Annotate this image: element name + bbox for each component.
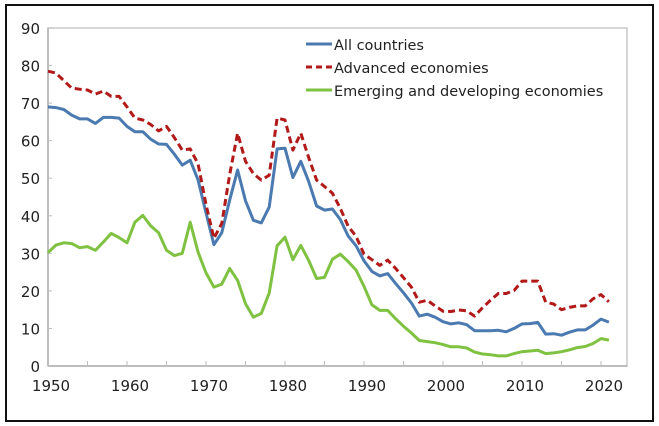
x-tick-label: 1990 [348,377,386,395]
x-tick-label: 1960 [111,377,149,395]
series-line-all-countries [47,105,610,337]
y-tick-label: 20 [21,283,40,301]
y-tick-label: 80 [21,58,40,76]
legend-label-all-countries: All countries [334,38,424,54]
axes: 0 10 20 30 40 50 60 70 80 90 1950 1960 1970 1980 1990 2… [21,20,628,395]
x-tick-label: 2000 [427,377,465,395]
x-tick-label: 2010 [506,377,544,395]
y-tick-label: 90 [21,20,40,38]
plot-area-border [47,27,628,367]
series-line-emerging-and-developing-economies [46,213,610,358]
series-line-advanced-economies [47,69,610,318]
x-tick-label: 1970 [190,377,228,395]
y-tick-label: 30 [21,245,40,263]
x-tick-label: 1950 [32,377,70,395]
y-tick-label: 70 [21,95,40,113]
x-tick-label: 1980 [269,377,307,395]
legend-label-advanced-economies: Advanced economies [334,61,489,77]
x-tick-label: 2020 [585,377,623,395]
y-tick-label: 40 [21,208,40,226]
y-tick-label: 60 [21,133,40,151]
series-lines [46,69,610,358]
y-tick-label: 0 [30,358,40,376]
legend-label-emerging-developing: Emerging and developing economies [334,84,603,100]
y-tick-label: 10 [21,320,40,338]
y-tick-label: 50 [21,170,40,188]
legend: All countries Advanced economies Emergin… [306,38,603,100]
